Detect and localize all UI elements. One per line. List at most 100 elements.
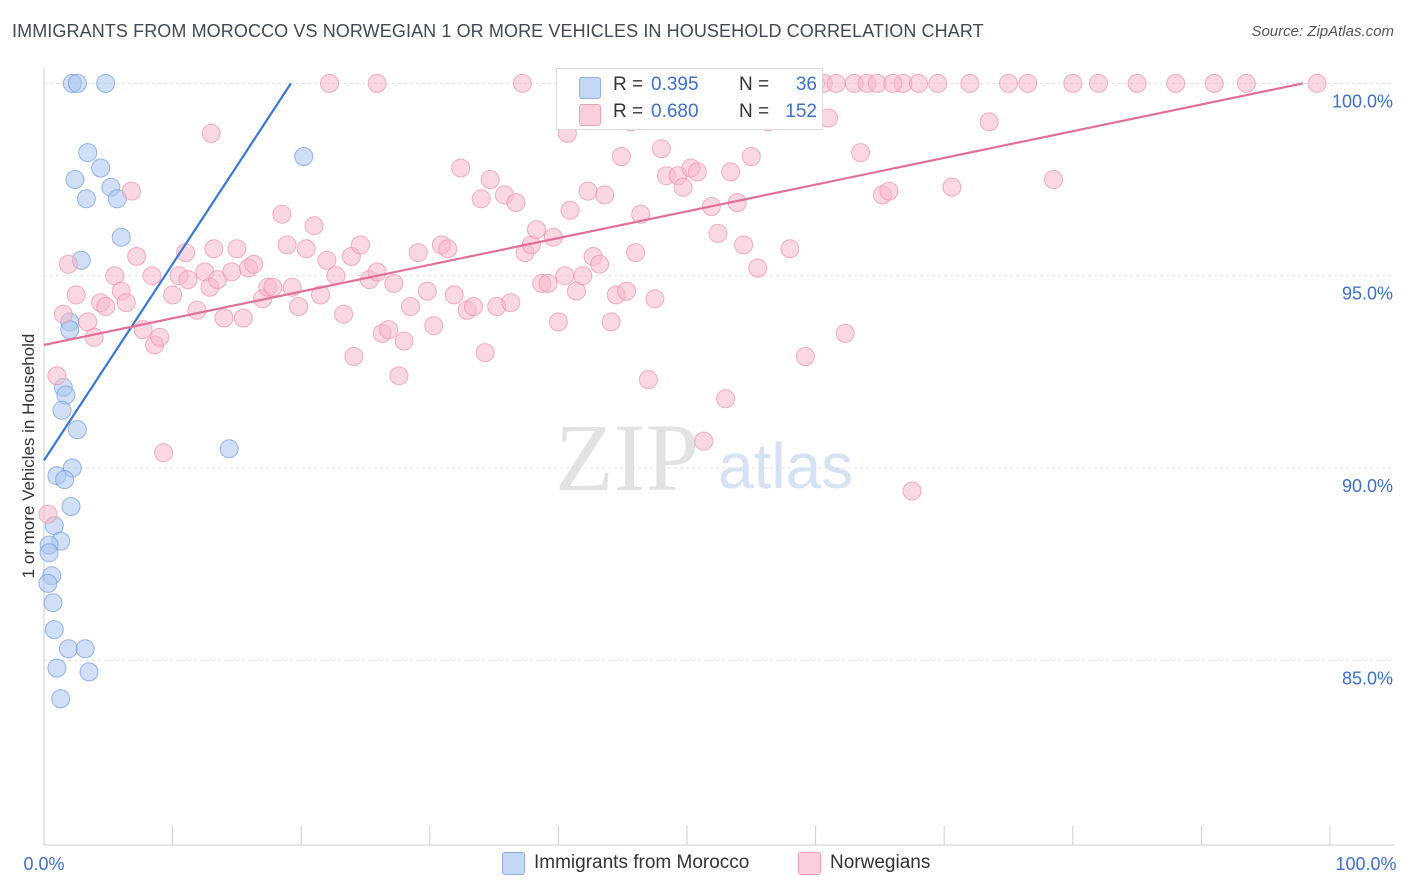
point-morocco (67, 420, 87, 440)
point-morocco (65, 170, 85, 189)
point-norwegians (201, 123, 221, 143)
point-morocco (44, 620, 64, 640)
point-norwegians (1089, 73, 1108, 93)
point-norwegians (734, 235, 754, 255)
morocco-swatch (579, 77, 601, 99)
point-norwegians (471, 189, 491, 209)
point-norwegians (154, 443, 174, 463)
point-norwegians (979, 112, 999, 132)
point-norwegians (142, 266, 162, 286)
point-norwegians (233, 308, 253, 328)
point-morocco (61, 497, 81, 516)
point-norwegians (480, 170, 500, 189)
point-norwegians (296, 239, 316, 259)
point-norwegians (320, 73, 339, 93)
point-morocco (91, 158, 111, 178)
point-norwegians (645, 289, 665, 309)
point-norwegians (379, 320, 399, 340)
point-norwegians (53, 304, 73, 324)
trend-line-morocco (43, 82, 292, 461)
point-norwegians (795, 347, 815, 366)
n-label: N = (739, 74, 770, 95)
y-axis-label: 1 or more Vehicles in Household (19, 334, 38, 579)
r-label: R = (613, 74, 644, 95)
point-norwegians (408, 243, 428, 263)
point-norwegians (367, 73, 387, 93)
point-norwegians (475, 343, 495, 363)
point-norwegians (1236, 73, 1256, 93)
point-norwegians (1307, 73, 1327, 93)
point-morocco (79, 662, 99, 682)
point-norwegians (1127, 73, 1147, 93)
point-morocco (78, 143, 98, 163)
point-norwegians (438, 239, 458, 259)
point-norwegians (673, 177, 693, 197)
y-tick-label: 95.0% (1342, 284, 1393, 304)
point-norwegians (826, 73, 846, 93)
point-norwegians (344, 347, 364, 366)
point-norwegians (150, 327, 170, 347)
point-norwegians (741, 147, 761, 166)
x-tick-label-min: 0.0% (23, 854, 64, 874)
point-norwegians (512, 73, 532, 93)
norwegians-n-value: 152 (785, 101, 817, 122)
point-norwegians (384, 273, 404, 293)
morocco-r-value: 0.395 (651, 74, 699, 95)
morocco-n-value: 36 (795, 74, 817, 95)
y-tick-label: 90.0% (1342, 476, 1393, 496)
point-norwegians (651, 139, 671, 159)
point-norwegians (538, 273, 558, 293)
point-norwegians (999, 73, 1018, 93)
point-norwegians (84, 327, 104, 347)
point-norwegians (451, 158, 471, 178)
point-norwegians (277, 235, 297, 255)
y-tick-label: 100.0% (1332, 91, 1393, 111)
point-norwegians (444, 285, 464, 305)
point-norwegians (590, 254, 610, 274)
point-norwegians (548, 312, 568, 332)
watermark-atlas-text: atlas (718, 430, 853, 502)
point-norwegians (389, 366, 409, 386)
point-norwegians (879, 181, 899, 201)
chart-source: Source: ZipAtlas.com (1251, 23, 1394, 40)
scatter-points (38, 73, 1327, 709)
point-norwegians (222, 262, 242, 282)
y-axis-tick-labels: 85.0% 90.0% 95.0% 100.0% (1332, 91, 1393, 688)
point-norwegians (367, 262, 387, 282)
point-norwegians (716, 389, 736, 409)
point-norwegians (527, 220, 546, 240)
point-norwegians (1204, 73, 1224, 93)
point-morocco (55, 470, 75, 490)
point-norwegians (573, 266, 593, 286)
trend-line-norwegians (43, 82, 1304, 347)
point-norwegians (244, 254, 264, 274)
point-norwegians (694, 431, 714, 451)
point-norwegians (595, 185, 615, 205)
norwegians-r-value: 0.680 (651, 101, 699, 122)
point-norwegians (611, 147, 631, 166)
point-norwegians (780, 239, 800, 259)
legend-morocco-swatch (502, 852, 525, 875)
point-norwegians (66, 285, 86, 305)
point-norwegians (942, 177, 962, 197)
point-norwegians (1063, 73, 1083, 93)
legend-morocco-label: Immigrants from Morocco (534, 852, 750, 873)
point-norwegians (178, 270, 198, 290)
point-morocco (111, 227, 131, 247)
point-norwegians (272, 204, 292, 224)
norwegians-swatch (579, 104, 601, 126)
gridlines (44, 82, 1394, 661)
point-norwegians (47, 366, 67, 386)
point-norwegians (851, 143, 871, 163)
point-norwegians (928, 73, 948, 93)
point-norwegians (187, 300, 207, 320)
point-norwegians (631, 204, 651, 224)
point-norwegians (1166, 73, 1186, 93)
point-norwegians (748, 258, 768, 278)
legend-norwegians-swatch (798, 852, 821, 875)
point-morocco (219, 439, 239, 459)
point-norwegians (311, 285, 330, 305)
point-norwegians (560, 200, 580, 220)
point-norwegians (506, 193, 526, 213)
point-norwegians (38, 504, 58, 524)
